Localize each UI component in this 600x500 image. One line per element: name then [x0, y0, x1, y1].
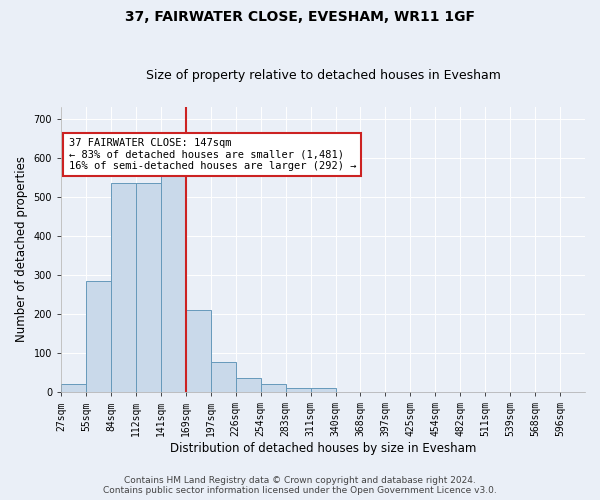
Text: 37, FAIRWATER CLOSE, EVESHAM, WR11 1GF: 37, FAIRWATER CLOSE, EVESHAM, WR11 1GF	[125, 10, 475, 24]
Bar	[186, 310, 211, 392]
X-axis label: Distribution of detached houses by size in Evesham: Distribution of detached houses by size …	[170, 442, 476, 455]
Bar	[86, 280, 111, 392]
Bar	[161, 164, 186, 392]
Bar	[211, 362, 236, 392]
Bar	[286, 388, 311, 392]
Bar	[61, 384, 86, 392]
Bar	[311, 388, 335, 392]
Text: Contains HM Land Registry data © Crown copyright and database right 2024.
Contai: Contains HM Land Registry data © Crown c…	[103, 476, 497, 495]
Y-axis label: Number of detached properties: Number of detached properties	[15, 156, 28, 342]
Bar	[111, 183, 136, 392]
Bar	[236, 378, 260, 392]
Bar	[260, 384, 286, 392]
Bar	[136, 183, 161, 392]
Title: Size of property relative to detached houses in Evesham: Size of property relative to detached ho…	[146, 69, 500, 82]
Text: 37 FAIRWATER CLOSE: 147sqm
← 83% of detached houses are smaller (1,481)
16% of s: 37 FAIRWATER CLOSE: 147sqm ← 83% of deta…	[68, 138, 356, 172]
